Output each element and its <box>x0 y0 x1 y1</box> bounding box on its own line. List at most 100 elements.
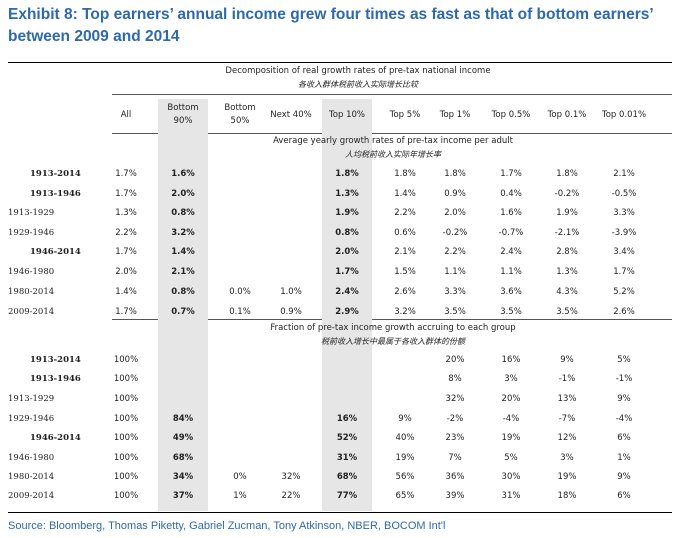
fraction-cell-1913-2014-all: 100% <box>113 355 139 365</box>
fraction-cell-1913-2014-top-1: 20% <box>445 355 465 365</box>
shade-top-10 <box>322 99 372 511</box>
bottom-rule <box>8 512 672 513</box>
fraction-cell-1929-1946-top-0-5: -4% <box>502 414 520 424</box>
growth-cell-1946-2014-top-10: 2.0% <box>335 247 359 257</box>
growth-row-label-1913-2014: 1913-2014 <box>30 169 81 179</box>
growth-cell-1929-1946-top-1: -0.2% <box>442 228 468 238</box>
fraction-cell-2009-2014-top-0-01: 6% <box>617 491 631 501</box>
growth-cell-1980-2014-next-40: 1.0% <box>280 287 302 297</box>
fraction-cell-2009-2014-next-40: 22% <box>281 491 301 501</box>
growth-cell-1913-2014-all: 1.7% <box>115 169 137 179</box>
growth-row-label-1980-2014: 1980-2014 <box>8 287 55 297</box>
growth-cell-1913-1946-top-10: 1.3% <box>335 189 359 199</box>
growth-row-label-2009-2014: 2009-2014 <box>8 307 55 317</box>
growth-cell-2009-2014-top-5: 3.2% <box>394 307 416 317</box>
growth-cell-1913-2014-top-5: 1.8% <box>394 169 416 179</box>
growth-cell-2009-2014-top-10: 2.9% <box>335 307 359 317</box>
header-rule <box>112 133 672 134</box>
fraction-cell-2009-2014-all: 100% <box>113 491 139 501</box>
fraction-cell-1946-2014-top-1: 23% <box>445 433 465 443</box>
fraction-cell-1946-2014-top-0-1: 12% <box>557 433 577 443</box>
fraction-row-label-2009-2014: 2009-2014 <box>8 491 55 501</box>
source-note: Source: Bloomberg, Thomas Piketty, Gabri… <box>8 520 446 532</box>
growth-cell-1980-2014-all: 1.4% <box>115 287 137 297</box>
fraction-cell-1980-2014-top-0-5: 30% <box>501 472 521 482</box>
fraction-row-label-1913-1929: 1913-1929 <box>8 394 55 404</box>
growth-cell-1929-1946-top-0-01: -3.9% <box>611 228 637 238</box>
fraction-cell-1946-1980-top-1: 7% <box>448 453 462 463</box>
growth-cell-1913-1946-top-0-01: -0.5% <box>611 189 637 199</box>
growth-cell-1913-1946-top-5: 1.4% <box>394 189 416 199</box>
fraction-cell-1913-1929-all: 100% <box>113 394 139 404</box>
growth-cell-1946-1980-top-0-5: 1.1% <box>500 267 522 277</box>
growth-cell-1946-2014-top-5: 2.1% <box>394 247 416 257</box>
fraction-title-cn: 税前收入增长中最属于各收入群体的份额 <box>321 337 465 346</box>
fraction-cell-2009-2014-bottom-50: 1% <box>233 491 247 501</box>
growth-cell-1913-1946-top-0-5: 0.4% <box>500 189 522 199</box>
exhibit-title: Exhibit 8: Top earners’ annual income gr… <box>8 6 653 45</box>
growth-cell-1980-2014-bottom-50: 0.0% <box>229 287 251 297</box>
fraction-cell-1913-1946-all: 100% <box>113 374 139 384</box>
growth-cell-1913-1929-top-0-5: 1.6% <box>500 208 522 218</box>
growth-cell-1913-2014-top-0-01: 2.1% <box>613 169 635 179</box>
fraction-cell-1946-2014-all: 100% <box>113 433 139 443</box>
growth-cell-2009-2014-top-0-5: 3.5% <box>500 307 522 317</box>
growth-cell-1913-1929-top-1: 2.0% <box>444 208 466 218</box>
income-growth-table: Decomposition of real growth rates of pr… <box>8 62 672 514</box>
growth-cell-1929-1946-top-5: 0.6% <box>394 228 416 238</box>
growth-cell-1946-2014-top-1: 2.2% <box>444 247 466 257</box>
growth-cell-1980-2014-top-5: 2.6% <box>394 287 416 297</box>
growth-cell-1913-1929-all: 1.3% <box>115 208 137 218</box>
fraction-cell-1929-1946-top-0-01: -4% <box>615 414 633 424</box>
fraction-cell-1980-2014-all: 100% <box>113 472 139 482</box>
growth-cell-1946-2014-top-0-01: 3.4% <box>613 247 635 257</box>
fraction-cell-1946-2014-top-0-01: 6% <box>617 433 631 443</box>
growth-cell-1980-2014-top-0-1: 4.3% <box>556 287 578 297</box>
table-caption-en: Decomposition of real growth rates of pr… <box>225 66 491 76</box>
growth-cell-1913-1946-top-0-1: -0.2% <box>554 189 580 199</box>
growth-cell-2009-2014-bottom-90: 0.7% <box>171 307 195 317</box>
growth-cell-1946-2014-top-0-1: 2.8% <box>556 247 578 257</box>
fraction-cell-1946-1980-top-10: 31% <box>336 453 358 463</box>
fraction-cell-1980-2014-bottom-50: 0% <box>233 472 247 482</box>
growth-cell-1913-1946-top-1: 0.9% <box>444 189 466 199</box>
growth-row-label-1946-2014: 1946-2014 <box>30 247 81 257</box>
section-rule <box>112 319 672 320</box>
growth-cell-1946-1980-top-10: 1.7% <box>335 267 359 277</box>
fraction-cell-1929-1946-top-10: 16% <box>336 414 358 424</box>
col-header-top-0-5: Top 0.5% <box>491 110 531 120</box>
growth-cell-1929-1946-top-10: 0.8% <box>335 228 359 238</box>
growth-cell-1913-2014-top-1: 1.8% <box>444 169 466 179</box>
fraction-cell-2009-2014-top-0-1: 18% <box>557 491 577 501</box>
growth-cell-1946-1980-all: 2.0% <box>115 267 137 277</box>
growth-cell-1913-2014-top-0-5: 1.7% <box>500 169 522 179</box>
fraction-cell-1980-2014-bottom-90: 34% <box>172 472 194 482</box>
fraction-cell-1980-2014-top-10: 68% <box>336 472 358 482</box>
fraction-cell-1946-2014-top-5: 40% <box>395 433 415 443</box>
growth-cell-2009-2014-next-40: 0.9% <box>280 307 302 317</box>
col-header-top-10: Top 10% <box>329 110 365 120</box>
col-header-top-0-01: Top 0.01% <box>601 110 647 120</box>
growth-cell-1913-2014-top-10: 1.8% <box>335 169 359 179</box>
fraction-cell-1913-1946-top-0-5: 3% <box>504 374 518 384</box>
growth-cell-1929-1946-all: 2.2% <box>115 228 137 238</box>
col-header-next-40: Next 40% <box>270 110 312 120</box>
fraction-cell-1946-2014-top-10: 52% <box>336 433 358 443</box>
growth-cell-1980-2014-top-0-01: 5.2% <box>613 287 635 297</box>
fraction-row-label-1913-1946: 1913-1946 <box>30 374 81 384</box>
fraction-cell-1980-2014-next-40: 32% <box>281 472 301 482</box>
fraction-cell-1929-1946-top-0-1: -7% <box>558 414 576 424</box>
fraction-cell-1980-2014-top-0-1: 19% <box>557 472 577 482</box>
growth-cell-1913-1929-top-0-1: 1.9% <box>556 208 578 218</box>
fraction-cell-1980-2014-top-1: 36% <box>445 472 465 482</box>
growth-cell-1913-1929-top-5: 2.2% <box>394 208 416 218</box>
growth-title-cn: 人均税前收入实际年增长率 <box>345 150 441 159</box>
fraction-cell-1913-1929-top-0-5: 20% <box>501 394 521 404</box>
growth-cell-1946-2014-all: 1.7% <box>115 247 137 257</box>
top-rule <box>8 62 672 63</box>
col-header-bottom-90: Bottom 90% <box>167 103 199 126</box>
growth-row-label-1913-1946: 1913-1946 <box>30 189 81 199</box>
growth-cell-2009-2014-top-0-1: 3.5% <box>556 307 578 317</box>
caption-rule <box>112 94 672 95</box>
fraction-cell-1913-2014-top-0-01: 5% <box>617 355 631 365</box>
